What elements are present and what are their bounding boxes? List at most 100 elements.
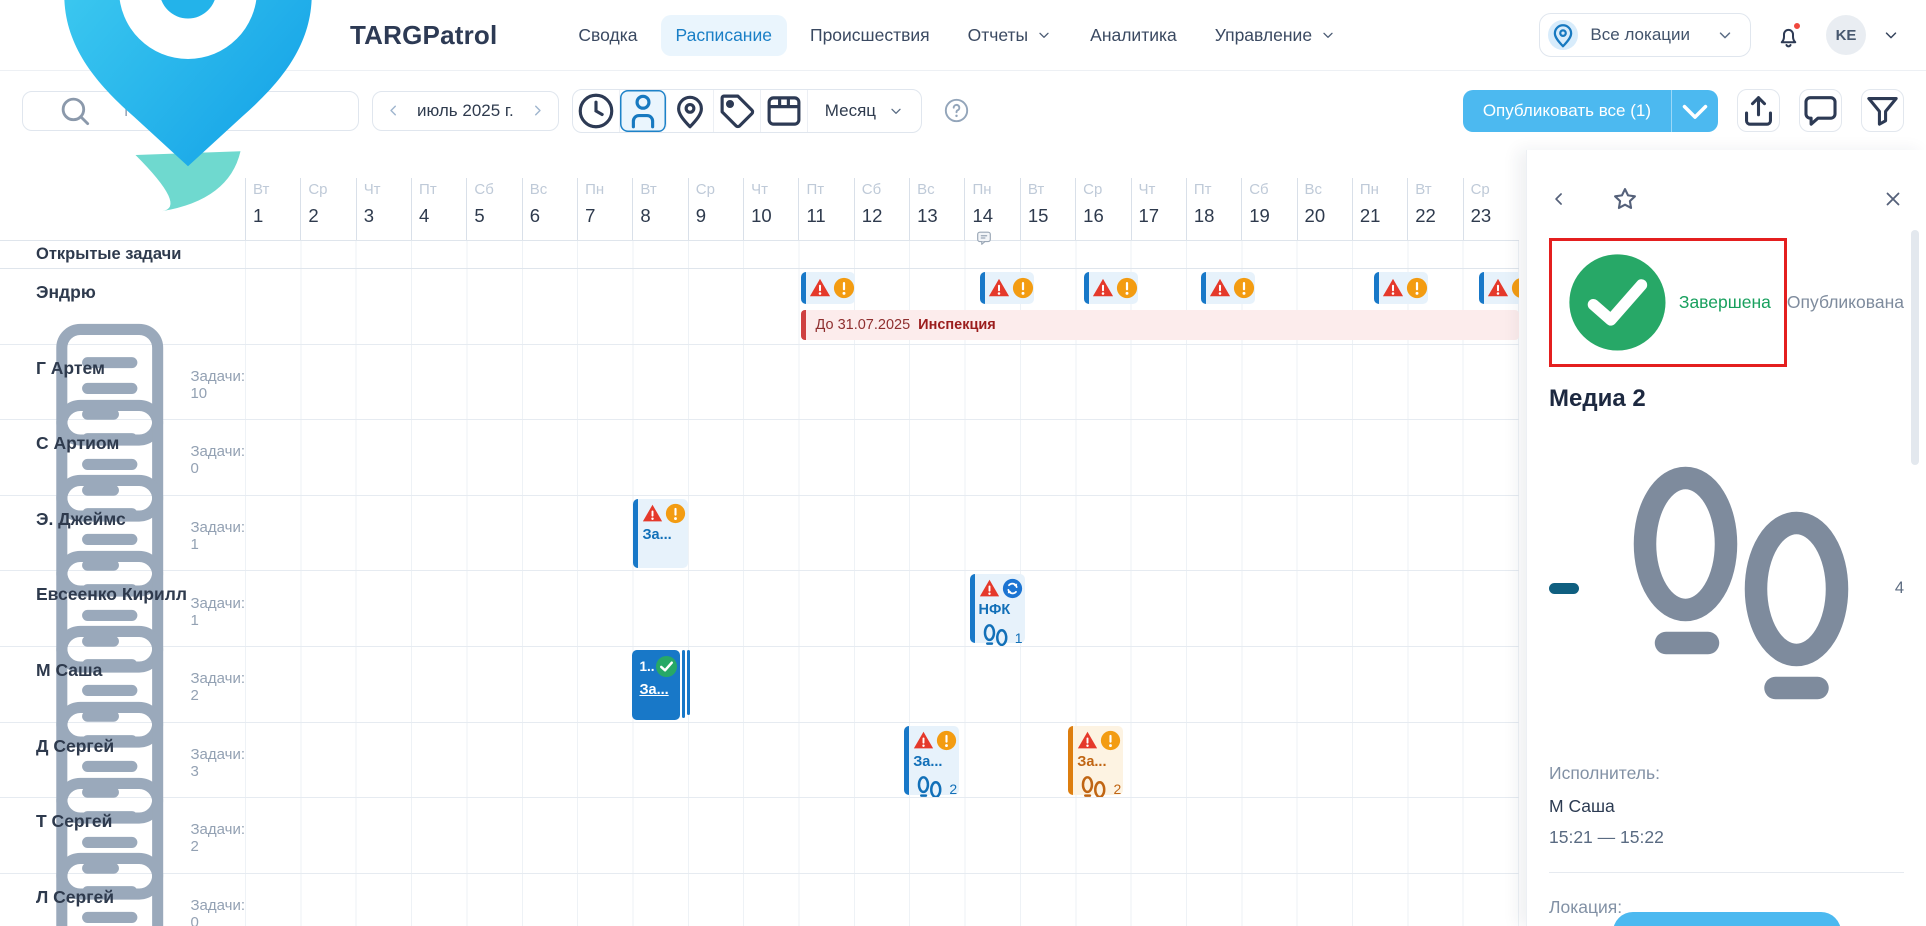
day-of-week-label: Вт [640, 181, 657, 198]
day-of-week-label: Пт [806, 181, 825, 198]
period-label: июль 2025 г. [417, 100, 514, 120]
task-card[interactable]: 1.. За... [632, 649, 691, 720]
task-bar[interactable] [1084, 272, 1139, 304]
notifications-bell[interactable] [1775, 20, 1802, 49]
chevron-down-icon [1320, 27, 1336, 43]
schedule-row: Л Сергей Задачи: 0 [0, 873, 1519, 926]
view-by-calendar-button[interactable] [761, 89, 808, 132]
day-header-9: Ср 9 [687, 178, 743, 240]
panel-bottom-button[interactable] [1612, 912, 1841, 926]
tasks-count-label: Задачи: 1 [190, 594, 245, 629]
day-header-22: Вт 22 [1407, 178, 1462, 240]
task-bar[interactable] [1200, 272, 1255, 304]
row-person-cell: Г Артем Задачи: 0 [0, 345, 245, 522]
view-scale-label: Месяц [824, 100, 877, 120]
warn-icon [809, 272, 831, 304]
schedule-grid: Вт 1 Ср 2 Чт 3 Пт 4 Сб 5 Вс 6 Пн 7 Вт 8 Ср 9 Чт 10 Пт 11 Сб 12 В… [0, 150, 1519, 926]
help-button[interactable] [943, 97, 970, 124]
day-number: 13 [917, 205, 938, 227]
warn-icon [1092, 272, 1114, 304]
task-card-icons [1077, 730, 1121, 751]
day-number: 17 [1138, 205, 1160, 227]
footsteps-icon [913, 773, 946, 798]
view-by-time-button[interactable] [573, 89, 620, 132]
comment-bubble-icon[interactable] [975, 229, 993, 247]
warn-icon [1487, 272, 1509, 304]
task-card[interactable]: За... [633, 498, 689, 568]
status-check-icon [1565, 250, 1670, 355]
task-card-icons [979, 578, 1023, 599]
task-card-label: За... [1077, 753, 1107, 770]
close-icon[interactable] [1882, 188, 1904, 210]
location-selector[interactable]: Все локации [1539, 13, 1751, 57]
publish-all-label: Опубликовать все (1) [1482, 100, 1651, 120]
user-menu[interactable]: KE [1826, 15, 1900, 55]
export-button[interactable] [1737, 89, 1780, 132]
upload-icon [1738, 90, 1779, 131]
chat-icon [1800, 90, 1841, 131]
task-steps-value: 2 [949, 781, 958, 798]
task-bar[interactable] [1374, 272, 1428, 304]
task-card[interactable]: За... 2 [1068, 725, 1124, 798]
status-badge: Завершена [1678, 291, 1771, 312]
nav-item-svodka[interactable]: Сводка [563, 15, 652, 56]
deadline-banner-date: До 31.07.2025 [815, 317, 911, 333]
open-tasks-grid [245, 241, 1519, 268]
person-name: Эндрю [36, 282, 96, 302]
excl-icon [936, 730, 957, 751]
schedule-rows: Эндрю Задачи: 10 До 31.07.2025 Инспекция Г А… [0, 269, 1519, 926]
day-of-week-label: Вт [253, 181, 270, 198]
task-card-label: НФК [978, 602, 1011, 619]
app-logo[interactable]: TARGPatrol [38, 0, 497, 215]
row-person-cell: С Артиом Задачи: 1 [0, 420, 245, 597]
filter-button[interactable] [1861, 89, 1904, 132]
view-by-location-button[interactable] [667, 89, 714, 132]
day-header-8: Вт 8 [632, 178, 687, 240]
view-by-tag-button[interactable] [714, 89, 761, 132]
panel-scrollbar[interactable] [1911, 230, 1919, 465]
person-name: Евсеенко Кирилл [36, 584, 187, 605]
location-selector-label: Все локации [1590, 25, 1690, 44]
deadline-banner[interactable]: До 31.07.2025 Инспекция [800, 310, 1519, 340]
view-scale-select[interactable]: Месяц [808, 90, 921, 132]
person-name: Г Артем [36, 357, 105, 378]
task-bar[interactable] [800, 272, 855, 304]
favorite-star-icon[interactable] [1611, 185, 1639, 213]
logo-pin-icon [38, 0, 338, 215]
nav-item-raspisanie[interactable]: Расписание [660, 14, 787, 56]
comments-button[interactable] [1799, 89, 1842, 132]
footsteps-icon [979, 621, 1012, 646]
task-bar[interactable] [1478, 272, 1519, 304]
day-of-week-label: Пн [1359, 181, 1379, 198]
doc-icon [36, 840, 183, 926]
task-card[interactable]: НФК 1 [969, 574, 1025, 646]
nav-item-analitika[interactable]: Аналитика [1075, 15, 1192, 56]
doc-icon [36, 916, 183, 926]
status-annotation-box: Завершена [1549, 238, 1787, 367]
nav-item-otchety[interactable]: Отчеты [953, 15, 1068, 56]
nav-item-proisshestviya[interactable]: Происшествия [795, 15, 945, 56]
task-card[interactable]: За... 2 [904, 725, 960, 798]
task-card-icons [913, 730, 957, 751]
day-of-week-label: Вс [917, 181, 935, 198]
back-icon[interactable] [1549, 189, 1569, 209]
task-bar[interactable] [979, 272, 1034, 304]
day-header-21: Пн 21 [1351, 178, 1407, 240]
publish-dropdown-toggle[interactable] [1671, 89, 1718, 132]
task-order-label: 1.. [639, 658, 655, 674]
day-number: 20 [1304, 205, 1326, 227]
task-title: Медиа 2 [1549, 384, 1646, 412]
tasks-count-label: Задачи: 0 [190, 443, 245, 478]
day-header-13: Вс 13 [909, 178, 964, 240]
day-number: 3 [363, 205, 374, 227]
next-period-button[interactable] [529, 102, 546, 119]
day-header-row: Вт 1 Ср 2 Чт 3 Пт 4 Сб 5 Вс 6 Пн 7 Вт 8 Ср 9 Чт 10 Пт 11 Сб 12 В… [245, 178, 1519, 245]
nav-item-label: Управление [1214, 24, 1313, 45]
day-header-20: Вс 20 [1296, 178, 1352, 240]
view-by-person-button[interactable] [619, 89, 667, 132]
prev-period-button[interactable] [385, 102, 402, 119]
publish-all-button[interactable]: Опубликовать все (1) [1462, 89, 1718, 132]
day-number: 7 [585, 205, 596, 227]
nav-item-upravlenie[interactable]: Управление [1200, 15, 1351, 56]
row-person-cell: Д Сергей Задачи: 2 [0, 723, 245, 900]
